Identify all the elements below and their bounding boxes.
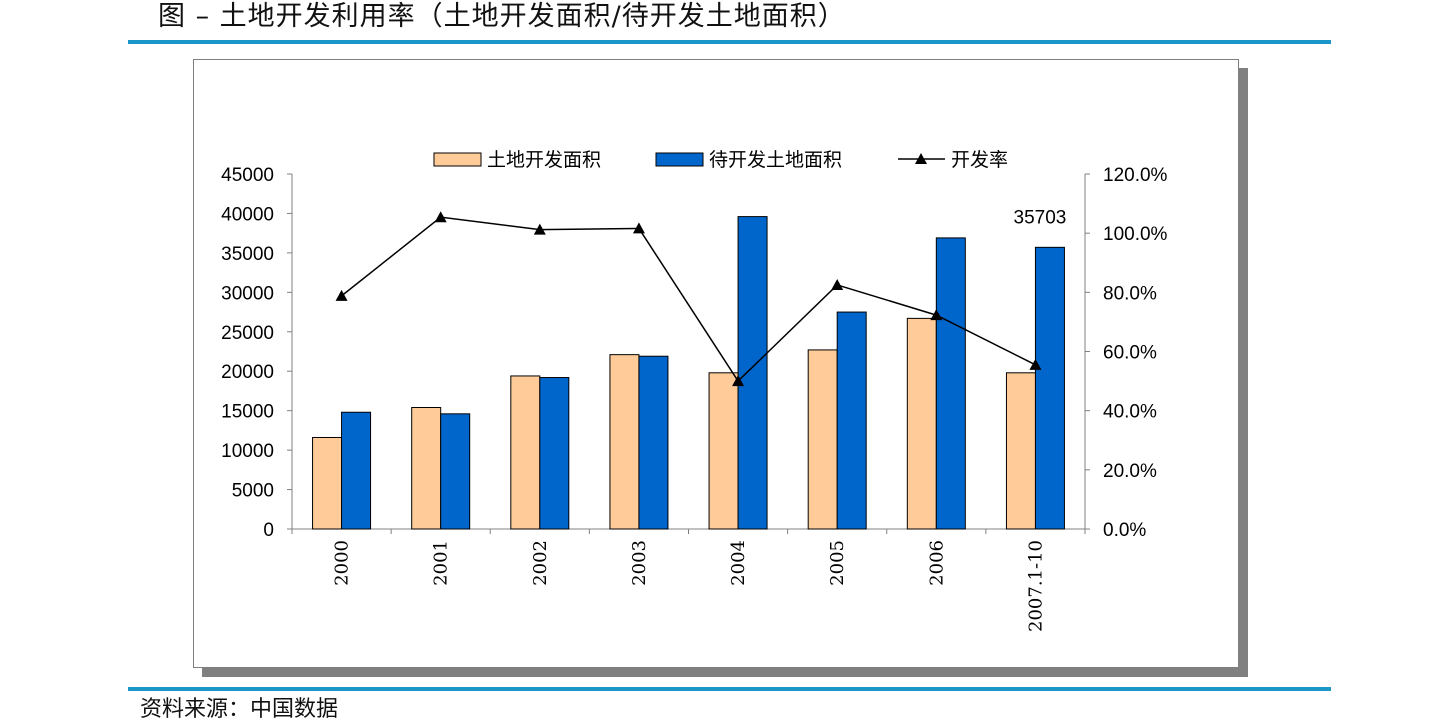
rate-marker-triangle: [831, 278, 844, 290]
legend-label-rate: 开发率: [951, 149, 1008, 171]
rate-marker-triangle: [632, 222, 645, 234]
x-axis-category-label: 2000: [332, 540, 353, 586]
data-label: 35703: [1014, 207, 1067, 228]
right-axis-tick-label: 120.0%: [1103, 165, 1168, 186]
bar-developed: [510, 375, 541, 530]
bar-pending: [440, 413, 471, 530]
rate-marker-triangle: [930, 309, 943, 321]
bar-developed: [906, 317, 937, 530]
rate-marker-triangle: [1029, 358, 1042, 370]
top-rule: [128, 40, 1331, 44]
rate-line: [341, 216, 1036, 383]
bar-developed: [411, 407, 442, 530]
left-axis-tick-label: 20000: [221, 362, 274, 383]
right-axis-tick-label: 60.0%: [1103, 343, 1157, 364]
bottom-rule: [128, 687, 1331, 691]
rate-marker-triangle: [335, 289, 348, 301]
x-axis-category-label: 2004: [728, 540, 749, 586]
bar-pending: [539, 377, 570, 530]
x-axis-category-label: 2003: [629, 540, 650, 586]
x-axis-category-label: 2005: [827, 540, 848, 586]
source-note: 资料来源：中国数据: [140, 697, 339, 722]
legend-marker-rate: [915, 153, 927, 164]
right-axis-tick-label: 0.0%: [1103, 520, 1146, 541]
bar-developed: [1005, 372, 1036, 530]
bar-pending: [737, 216, 768, 530]
left-axis-tick-label: 45000: [221, 165, 274, 186]
bar-pending: [836, 311, 867, 530]
bar-pending: [935, 237, 966, 530]
x-axis-category-label: 2007.1-10: [1025, 540, 1046, 632]
left-axis-tick-label: 15000: [221, 402, 274, 423]
left-axis-tick-label: 10000: [221, 441, 274, 462]
left-axis-tick-label: 25000: [221, 323, 274, 344]
bar-developed: [807, 349, 838, 530]
left-axis-tick-label: 30000: [221, 283, 274, 304]
bar-developed: [609, 354, 640, 530]
legend-swatch-pending: [655, 152, 704, 167]
legend-label-developed: 土地开发面积: [487, 149, 601, 171]
rate-marker-triangle: [732, 375, 745, 387]
rate-marker-triangle: [434, 211, 447, 223]
x-axis-category-label: 2001: [431, 540, 452, 586]
left-axis-tick-label: 0: [263, 520, 274, 541]
bar-developed: [708, 372, 739, 530]
combo-chart: 0 5000 10000 15000 20000 25000 30000 35000 40000…: [221, 149, 1168, 632]
right-axis-tick-label: 100.0%: [1103, 224, 1168, 245]
legend-swatch-developed: [433, 152, 482, 167]
left-axis-tick-label: 5000: [232, 481, 274, 502]
left-axis-tick-label: 35000: [221, 244, 274, 265]
x-axis-category-label: 2002: [530, 540, 551, 586]
bar-pending: [1034, 246, 1065, 530]
right-axis-tick-label: 40.0%: [1103, 402, 1157, 423]
rate-marker-triangle: [533, 223, 546, 235]
bar-pending: [638, 355, 669, 530]
right-axis-tick-label: 20.0%: [1103, 461, 1157, 482]
bar-pending: [341, 411, 372, 530]
x-axis-category-label: 2006: [926, 540, 947, 586]
legend-label-pending: 待开发土地面积: [709, 149, 842, 171]
bar-developed: [312, 436, 343, 530]
figure-title: 图 – 土地开发利用率（土地开发面积/待开发土地面积）: [158, 1, 846, 32]
left-axis-tick-label: 40000: [221, 204, 274, 225]
right-axis-tick-label: 80.0%: [1103, 283, 1157, 304]
